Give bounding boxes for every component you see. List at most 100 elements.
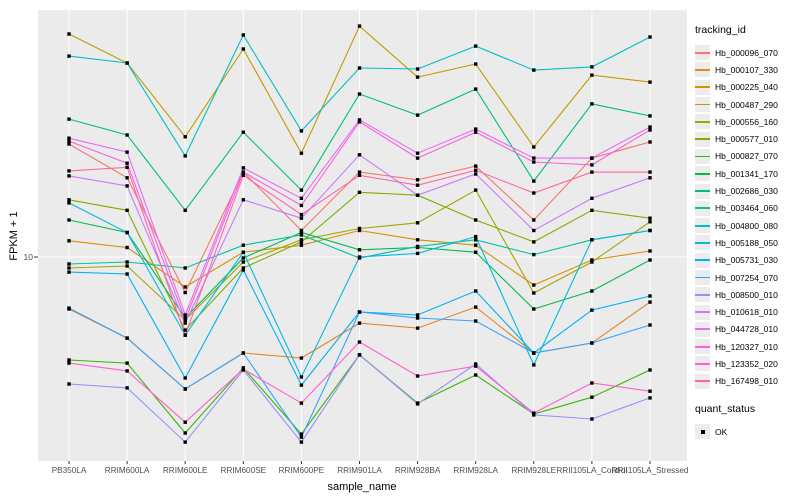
legend-item-label: Hb_005731_030 bbox=[715, 255, 778, 266]
legend-item-Hb_000096_070: Hb_000096_070 bbox=[695, 44, 799, 61]
data-point bbox=[357, 248, 362, 252]
data-point bbox=[67, 306, 71, 310]
legend-item-Hb_167498_010: Hb_167498_010 bbox=[695, 373, 799, 390]
data-point bbox=[299, 203, 304, 208]
legend-key-line-icon bbox=[695, 62, 710, 78]
data-point bbox=[474, 305, 478, 309]
data-point bbox=[125, 176, 129, 180]
data-point bbox=[241, 367, 245, 371]
data-point bbox=[532, 156, 536, 160]
data-point bbox=[183, 321, 187, 325]
data-point bbox=[357, 255, 362, 259]
legend-key-line-icon bbox=[695, 252, 710, 268]
data-point bbox=[415, 178, 420, 182]
data-point bbox=[474, 362, 478, 366]
data-point bbox=[415, 75, 420, 79]
data-point bbox=[299, 383, 304, 387]
x-tick-label: RRIM901LA bbox=[337, 466, 382, 475]
data-point bbox=[183, 208, 187, 212]
legend-item-Hb_004800_080: Hb_004800_080 bbox=[695, 217, 799, 234]
legend-item-label: Hb_001341_170 bbox=[715, 168, 778, 179]
data-point bbox=[67, 198, 71, 202]
data-point bbox=[532, 413, 536, 417]
data-point bbox=[299, 233, 304, 237]
data-point bbox=[183, 135, 187, 139]
data-point bbox=[590, 395, 594, 399]
data-point bbox=[415, 238, 420, 242]
data-point bbox=[67, 117, 71, 121]
data-point bbox=[183, 328, 187, 332]
data-point bbox=[67, 32, 71, 36]
x-tick-label: RRIM600SE bbox=[220, 466, 267, 475]
data-point bbox=[299, 401, 304, 405]
data-point bbox=[648, 228, 652, 233]
legend-item-Hb_000225_040: Hb_000225_040 bbox=[695, 79, 799, 96]
data-point bbox=[648, 114, 652, 118]
legend-item-Hb_120327_010: Hb_120327_010 bbox=[695, 338, 799, 355]
data-point bbox=[474, 289, 478, 293]
legend-key-line-icon bbox=[695, 79, 710, 95]
data-point bbox=[67, 169, 71, 173]
data-point bbox=[474, 373, 478, 377]
data-point bbox=[474, 234, 478, 239]
data-point bbox=[532, 351, 536, 355]
data-point bbox=[125, 264, 129, 268]
data-point bbox=[67, 201, 71, 205]
legend-key-line-icon bbox=[695, 200, 710, 216]
data-point bbox=[357, 190, 362, 194]
data-point bbox=[590, 258, 594, 262]
data-point bbox=[183, 431, 187, 435]
data-point bbox=[299, 129, 304, 133]
legend-item-Hb_000556_160: Hb_000556_160 bbox=[695, 113, 799, 130]
data-point bbox=[415, 402, 420, 406]
data-point bbox=[648, 125, 652, 129]
x-tick-label: RRII105LA_Stressed bbox=[611, 466, 689, 475]
data-point bbox=[67, 174, 71, 178]
data-point bbox=[474, 87, 478, 91]
data-point bbox=[299, 228, 304, 233]
data-point bbox=[415, 221, 420, 225]
data-point bbox=[648, 300, 652, 304]
data-point bbox=[590, 289, 594, 293]
data-point bbox=[415, 251, 420, 256]
data-point bbox=[357, 92, 362, 96]
data-point bbox=[415, 316, 420, 320]
legend-item-Hb_008500_010: Hb_008500_010 bbox=[695, 286, 799, 303]
data-point bbox=[590, 170, 594, 174]
data-point bbox=[183, 387, 187, 391]
data-point bbox=[125, 245, 129, 250]
legend-item-Hb_003464_060: Hb_003464_060 bbox=[695, 200, 799, 217]
data-point bbox=[474, 218, 478, 222]
data-point bbox=[125, 336, 129, 340]
data-point bbox=[648, 35, 652, 39]
legend-key-line-icon bbox=[695, 373, 710, 389]
data-point bbox=[67, 54, 71, 58]
data-point bbox=[183, 420, 187, 424]
legend-item-label: Hb_005188_050 bbox=[715, 237, 778, 248]
data-point bbox=[532, 228, 536, 233]
data-point bbox=[415, 156, 420, 160]
data-point bbox=[299, 243, 304, 247]
data-point bbox=[532, 160, 536, 164]
data-point bbox=[299, 238, 304, 242]
legend-item-label: Hb_008500_010 bbox=[715, 289, 778, 300]
data-point bbox=[241, 256, 245, 260]
legend-item-Hb_000577_010: Hb_000577_010 bbox=[695, 130, 799, 147]
data-point bbox=[474, 44, 478, 48]
data-point bbox=[532, 252, 536, 257]
legend-item-Hb_007254_070: Hb_007254_070 bbox=[695, 269, 799, 286]
data-point bbox=[474, 62, 478, 66]
x-tick-label: RRIM600LA bbox=[104, 466, 150, 475]
data-point bbox=[415, 183, 420, 187]
data-point bbox=[648, 140, 652, 144]
data-point bbox=[415, 374, 420, 378]
data-point bbox=[299, 216, 304, 220]
data-point bbox=[125, 208, 129, 212]
data-point bbox=[183, 313, 187, 317]
data-point bbox=[474, 188, 478, 192]
data-point bbox=[241, 268, 245, 272]
data-point bbox=[532, 179, 536, 183]
data-point bbox=[299, 230, 304, 235]
data-point bbox=[299, 212, 304, 217]
